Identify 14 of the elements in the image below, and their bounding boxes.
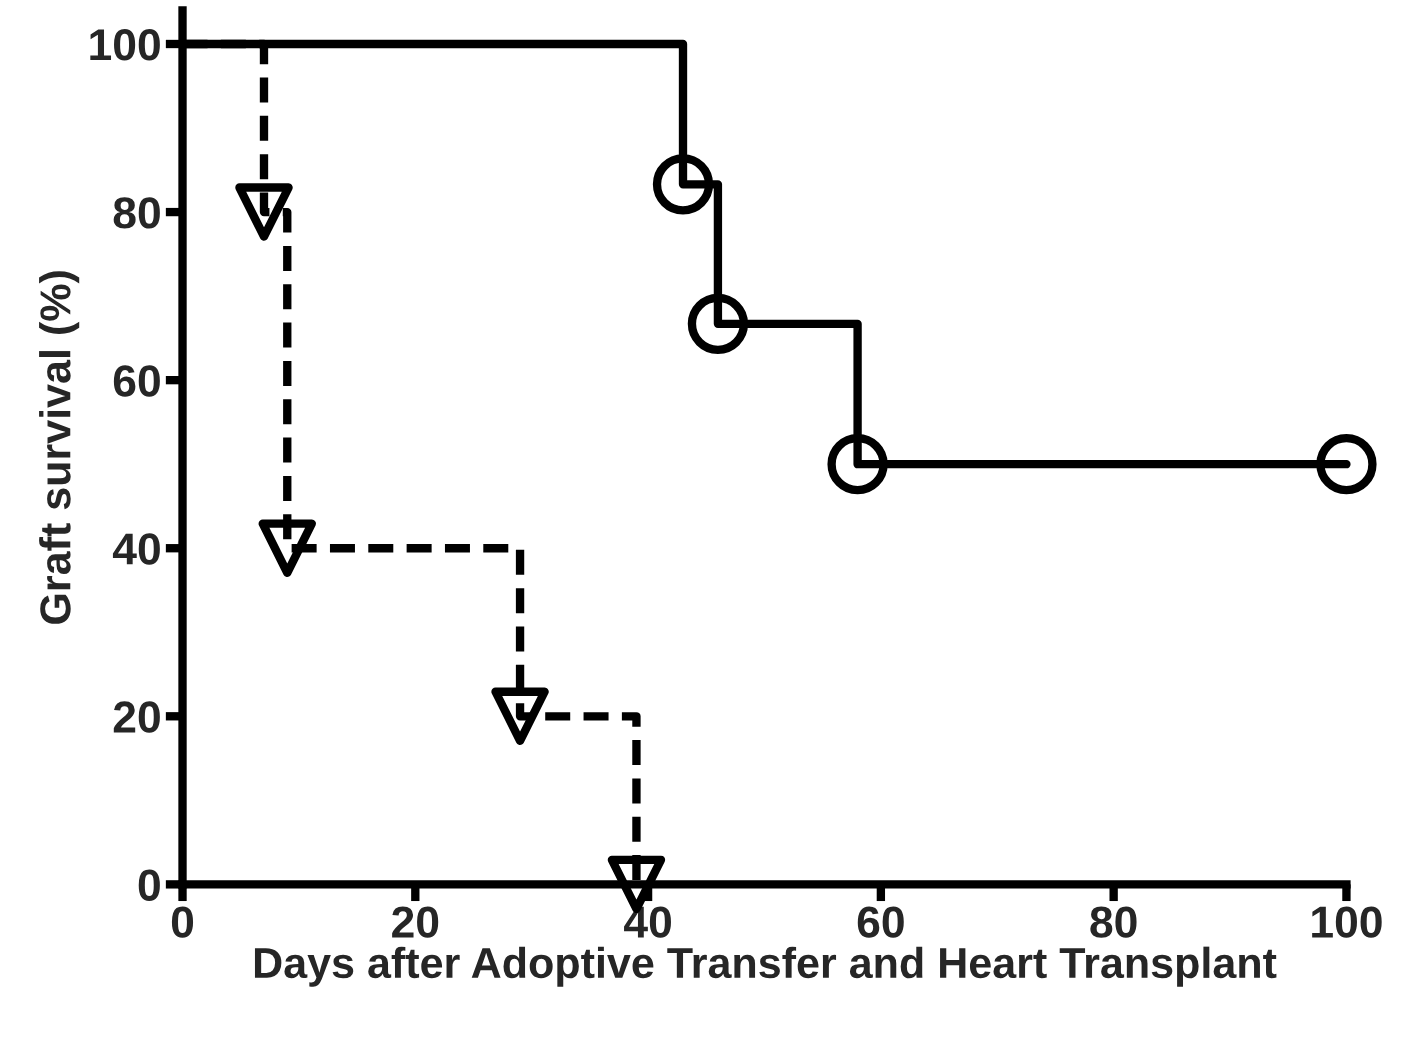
y-tick-label: 100 (90, 29, 160, 61)
y-tick-label: 40 (112, 533, 160, 565)
x-tick-label: 40 (624, 906, 671, 938)
x-axis-title: Days after Adoptive Transfer and Heart Transplant (254, 946, 1277, 987)
y-axis-title: Graft survival (%) (39, 271, 80, 624)
y-tick-label: 20 (113, 701, 160, 733)
y-tick-label: 0 (138, 869, 160, 901)
y-tick-label: 60 (113, 365, 160, 397)
x-tick-label: 80 (1090, 906, 1137, 938)
x-tick-label: 0 (171, 906, 194, 938)
x-tick-label: 20 (392, 906, 439, 938)
x-tick-label: 60 (857, 906, 904, 938)
x-tick-label: 100 (1312, 906, 1382, 938)
y-tick-label: 80 (113, 197, 160, 229)
